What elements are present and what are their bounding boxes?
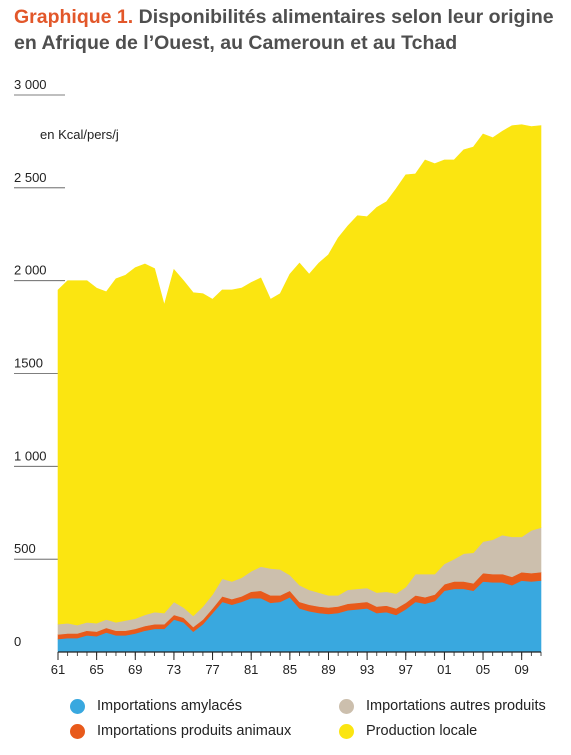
x-tick-label: 61 [51,662,65,677]
y-tick-label: 3 000 [14,77,47,92]
x-tick-label: 09 [514,662,528,677]
x-tick-label: 01 [437,662,451,677]
chart-title: Graphique 1. Disponibilités alimentaires… [14,4,564,56]
axis-layer: 0 500 1 000 1500 2 000 2 500 3 000 61 65 69 73 77 81… [14,77,542,677]
area-layer [57,124,542,653]
x-tick-label: 73 [167,662,181,677]
x-tick-label: 89 [321,662,335,677]
x-tick-label: 81 [244,662,258,677]
area-series-3 [57,124,542,626]
y-tick-label: 1500 [14,356,43,371]
x-tick-label: 69 [128,662,142,677]
y-tick-label: 2 500 [14,170,47,185]
y-tick-label: 1 000 [14,448,47,463]
unit-label: en Kcal/pers/j [40,127,119,142]
x-tick-label: 93 [360,662,374,677]
x-tick-label: 65 [89,662,103,677]
x-tick-label: 05 [476,662,490,677]
y-tick-label: 0 [14,634,21,649]
x-tick-label: 85 [283,662,297,677]
grid-layer [14,94,65,560]
x-tick-label: 97 [399,662,413,677]
chart-title-prefix: Graphique 1. [14,6,134,28]
x-tick-label: 77 [205,662,219,677]
chart-title-text: Disponibilités alimentaires selon leur o… [14,6,554,54]
y-tick-label: 2 000 [14,263,47,278]
y-tick-label: 500 [14,541,36,556]
